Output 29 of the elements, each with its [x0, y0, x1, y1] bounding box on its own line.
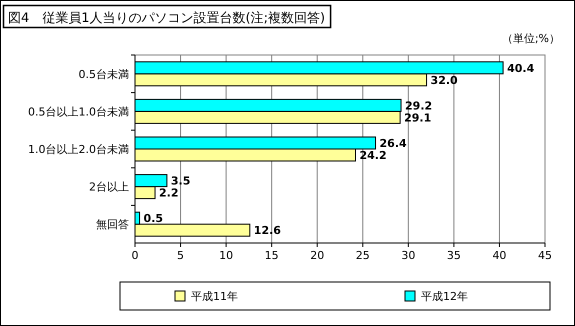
data-label: 40.4 — [507, 62, 535, 75]
data-label: 29.1 — [404, 111, 432, 124]
x-tick-label: 20 — [310, 249, 324, 262]
data-label: 12.6 — [254, 224, 282, 238]
y-tick-label: 2台以上 — [89, 180, 129, 194]
x-tick-label: 45 — [538, 249, 552, 262]
data-label: 24.2 — [359, 149, 387, 162]
data-label: 2.2 — [159, 186, 179, 200]
legend-label: 平成12年 — [421, 290, 468, 303]
x-tick-label: 10 — [219, 249, 234, 262]
x-tick-label: 0 — [132, 249, 138, 262]
x-tick-label: 30 — [401, 249, 416, 262]
legend-label: 平成11年 — [191, 290, 238, 303]
y-tick-label: 1.0台以上2.0台未満 — [28, 143, 129, 156]
chart-title: 図4 従業員1人当りのパソコン設置台数(注;複数回答) — [8, 11, 326, 26]
y-tick-label: 0.5台以上1.0台未満 — [28, 105, 129, 118]
text: （単位;%） — [502, 32, 560, 45]
x-tick-label: 5 — [177, 249, 184, 262]
data-label: 3.5 — [170, 174, 190, 188]
data-label: 26.4 — [380, 137, 408, 150]
data-label: 32.0 — [430, 74, 458, 87]
y-tick-label: 無回答 — [96, 218, 129, 232]
x-tick-label: 25 — [356, 249, 370, 262]
data-label: 0.5 — [144, 212, 164, 226]
x-tick-label: 15 — [264, 249, 279, 262]
y-tick-label: 0.5台未満 — [78, 68, 129, 81]
x-tick-label: 40 — [492, 249, 506, 262]
x-tick-label: 35 — [446, 249, 461, 262]
data-label: 29.2 — [405, 99, 432, 112]
